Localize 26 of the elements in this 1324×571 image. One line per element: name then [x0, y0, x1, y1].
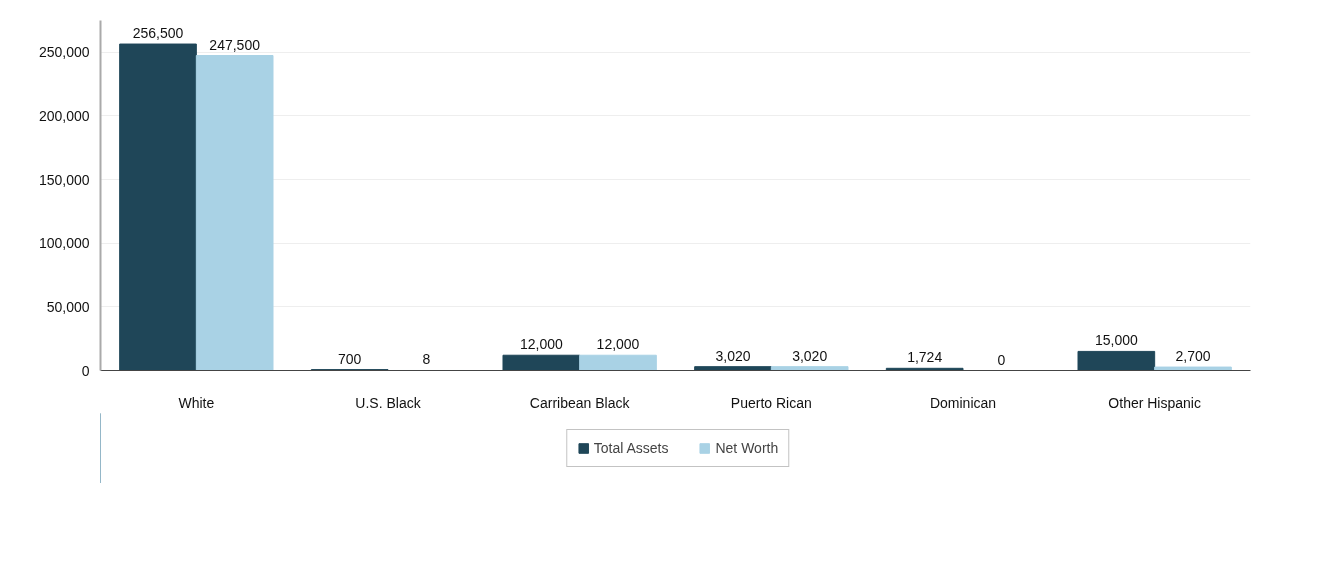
x-tick-label: White	[178, 394, 215, 411]
y-tick-label: 250,000	[38, 44, 90, 61]
data-label: 247,500	[209, 36, 261, 53]
data-label: 12,000	[596, 336, 640, 353]
data-label: 3,020	[792, 347, 828, 364]
data-label: 8	[422, 351, 431, 368]
x-tick-label: Dominican	[929, 394, 997, 411]
x-tick-label: Carribean Black	[529, 394, 631, 411]
data-label: 12,000	[519, 336, 563, 353]
x-tick-label: U.S. Black	[355, 394, 422, 411]
data-label: 256,500	[132, 25, 184, 42]
y-tick-label: 100,000	[38, 235, 90, 252]
data-label: 700	[337, 350, 362, 367]
y-tick-label: 200,000	[38, 107, 90, 124]
x-tick-label: Other Hispanic	[1108, 394, 1201, 411]
y-tick-label: 0	[81, 362, 90, 379]
data-label: 15,000	[1094, 332, 1138, 349]
data-label: 3,020	[715, 347, 751, 364]
data-label: 1,724	[907, 349, 943, 366]
y-tick-label: 50,000	[46, 298, 90, 315]
legend-label: Net Worth	[715, 440, 779, 456]
legend-label: Total Assets	[593, 440, 669, 456]
data-label: 0	[997, 351, 1006, 368]
data-label: 2,700	[1175, 348, 1211, 365]
y-tick-label: 150,000	[38, 171, 90, 188]
x-tick-label: Puerto Rican	[730, 394, 812, 411]
